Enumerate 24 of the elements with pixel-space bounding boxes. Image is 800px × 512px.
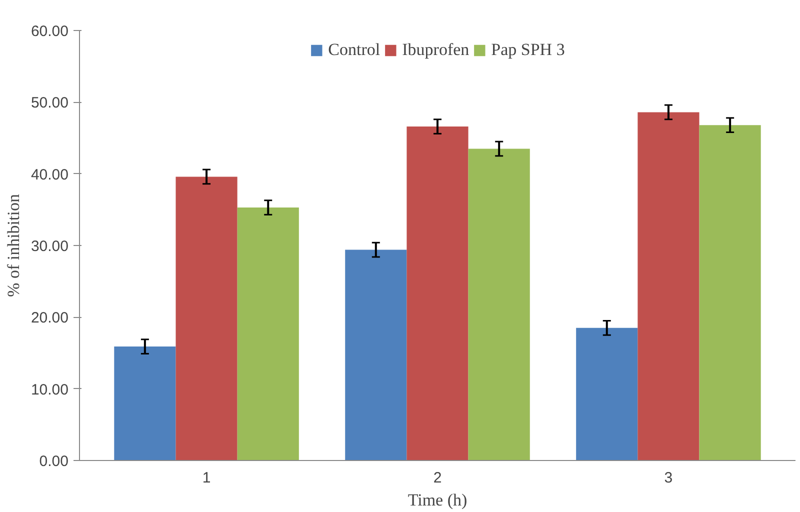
y-tick-label: 50.00	[30, 94, 69, 112]
bar	[176, 176, 238, 460]
bar	[237, 208, 299, 460]
y-tick-label: 0.00	[39, 453, 69, 470]
bar	[699, 125, 761, 460]
bar	[406, 126, 468, 460]
x-tick-label: 2	[433, 470, 442, 486]
y-tick-label: 10.00	[30, 381, 69, 398]
bar	[576, 328, 638, 460]
y-tick-label: 20.00	[30, 310, 69, 327]
legend-label: Ibuprofen	[402, 40, 470, 60]
bar	[468, 148, 530, 460]
legend-label: Control	[328, 40, 380, 60]
bar	[114, 346, 176, 460]
bar	[345, 250, 407, 460]
x-axis-title: Time (h)	[408, 490, 468, 510]
y-tick-label: 60.00	[30, 23, 69, 40]
y-tick-label: 40.00	[30, 166, 69, 184]
y-tick-label: 30.00	[30, 238, 69, 255]
legend-label: Pap SPH 3	[491, 40, 565, 60]
x-tick-label: 3	[664, 470, 673, 486]
y-axis-title: % of inhibition	[4, 194, 23, 297]
bar	[638, 112, 700, 460]
x-tick-label: 1	[202, 470, 211, 486]
